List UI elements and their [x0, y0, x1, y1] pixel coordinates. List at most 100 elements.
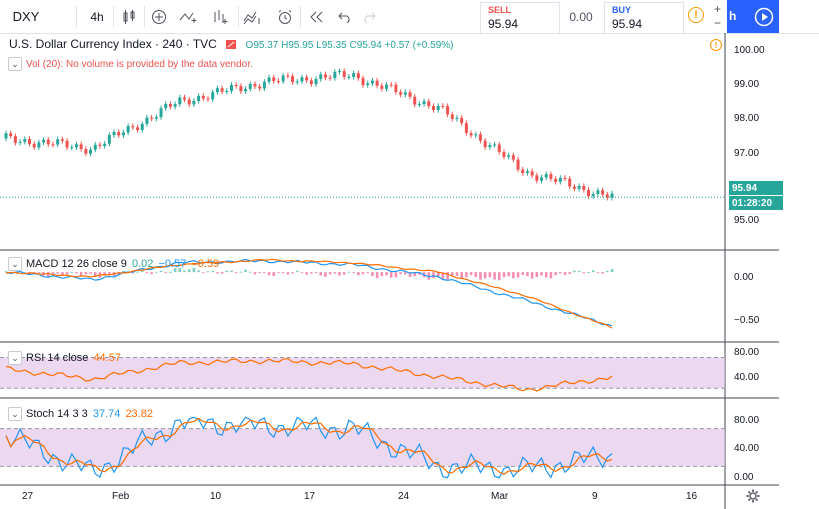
candle-body [276, 81, 280, 83]
right-panel-tab[interactable]: h [727, 0, 749, 33]
candle-body [389, 84, 393, 86]
macd-histogram-bar [145, 272, 149, 274]
candle-body [554, 178, 558, 182]
buy-button[interactable]: BUY 95.94 [604, 2, 684, 34]
volume-note: Vol (20): No volume is provided by the d… [26, 58, 253, 70]
macd-histogram-bar [164, 272, 168, 274]
candle-body [136, 127, 140, 130]
bar-chart-icon[interactable] [208, 0, 234, 33]
rsi-line [5, 358, 613, 392]
rsi-band [0, 357, 725, 389]
candle-body [267, 77, 271, 82]
candle-body [605, 194, 609, 198]
candle-body [9, 133, 13, 137]
settings-gear-icon[interactable] [746, 489, 760, 503]
macd-histogram-bar [140, 270, 144, 273]
toolbar-divider [238, 6, 239, 27]
candle-body [23, 139, 27, 142]
macd-histogram-bar [460, 272, 463, 279]
replay-icon[interactable] [304, 0, 330, 33]
macd-histogram-bar [385, 272, 388, 276]
macd-histogram-bar [408, 272, 412, 278]
candle-body [93, 144, 97, 150]
candle-body [42, 139, 46, 143]
candle-body [525, 171, 529, 173]
chevron-down-icon[interactable]: ⌄ [8, 351, 22, 365]
main-legend: U.S. Dollar Currency Index · 240 · TVC O… [9, 37, 453, 51]
macd-histogram-bar [357, 272, 360, 276]
candle-body [511, 155, 515, 160]
candle-body [84, 149, 88, 154]
market-closed-icon [226, 40, 237, 50]
play-button[interactable] [749, 0, 779, 33]
time-tick: 16 [686, 491, 698, 502]
candle-body [79, 144, 83, 150]
candle-body [558, 177, 562, 182]
macd-tick: −0.50 [734, 315, 760, 326]
symbol-search-button[interactable]: DXY [12, 9, 40, 24]
interval-button[interactable]: 4h [90, 9, 104, 24]
candle-body [18, 141, 22, 143]
indicators-icon[interactable] [176, 0, 202, 33]
macd-value: −0.57 [158, 257, 187, 270]
macd-histogram-bar [342, 272, 346, 275]
chevron-down-icon[interactable]: ⌄ [8, 257, 22, 271]
candle-body [417, 104, 421, 106]
macd-hist-value: 0.02 [131, 257, 154, 270]
redo-icon[interactable] [356, 0, 382, 33]
macd-histogram-bar [277, 272, 280, 274]
quantity-stepper[interactable]: + − [713, 2, 721, 30]
info-warning-icon[interactable]: ! [688, 7, 704, 23]
macd-histogram-bar [483, 272, 487, 279]
macd-histogram-bar [103, 272, 106, 275]
templates-icon[interactable] [240, 0, 266, 33]
add-compare-icon[interactable] [146, 0, 172, 33]
time-tick: Feb [112, 491, 130, 502]
candle-body [427, 101, 431, 107]
candle-body [145, 117, 149, 124]
macd-histogram-bar [93, 272, 97, 277]
time-tick: 9 [592, 491, 598, 502]
price-tick: 100.00 [734, 45, 765, 56]
macd-histogram-bar [239, 271, 243, 273]
macd-signal-value: −0.59 [191, 257, 220, 270]
time-tick: 10 [210, 491, 222, 502]
candle-body [32, 143, 36, 148]
macd-histogram-bar [295, 270, 299, 273]
candle-body [187, 99, 191, 105]
toolbar-divider [113, 6, 114, 27]
macd-histogram-bar [178, 268, 182, 273]
candle-body [173, 104, 177, 107]
candle-body [262, 81, 266, 89]
candle-body [535, 175, 539, 181]
chart-canvas[interactable] [0, 33, 819, 509]
stoch-label: Stoch 14 3 3 [26, 407, 88, 420]
candles-icon[interactable] [116, 0, 142, 33]
macd-histogram-bar [568, 272, 572, 274]
macd-histogram-bar [159, 270, 163, 273]
candle-body [178, 97, 182, 105]
macd-histogram-bar [230, 270, 233, 273]
candle-body [159, 108, 163, 118]
alert-icon[interactable] [272, 0, 298, 33]
chevron-down-icon[interactable]: ⌄ [8, 407, 22, 421]
undo-icon[interactable] [332, 0, 358, 33]
candle-body [328, 77, 332, 79]
candle-body [225, 90, 229, 92]
macd-histogram-bar [136, 271, 139, 273]
macd-histogram-bar [469, 272, 473, 276]
time-tick: 24 [398, 491, 410, 502]
sell-button[interactable]: SELL 95.94 [480, 2, 560, 34]
rsi-tick: 80.00 [734, 347, 760, 358]
macd-histogram-bar [371, 272, 374, 277]
macd-histogram-bar [263, 272, 266, 274]
candle-body [333, 71, 337, 79]
macd-histogram-bar [338, 272, 341, 276]
sell-label: SELL [488, 5, 512, 15]
macd-histogram-bar [206, 271, 210, 273]
warning-icon[interactable]: ! [710, 39, 722, 51]
macd-histogram-bar [286, 272, 290, 275]
macd-histogram-bar [169, 271, 172, 273]
candle-body [140, 123, 144, 130]
chevron-down-icon[interactable]: ⌄ [8, 57, 22, 71]
